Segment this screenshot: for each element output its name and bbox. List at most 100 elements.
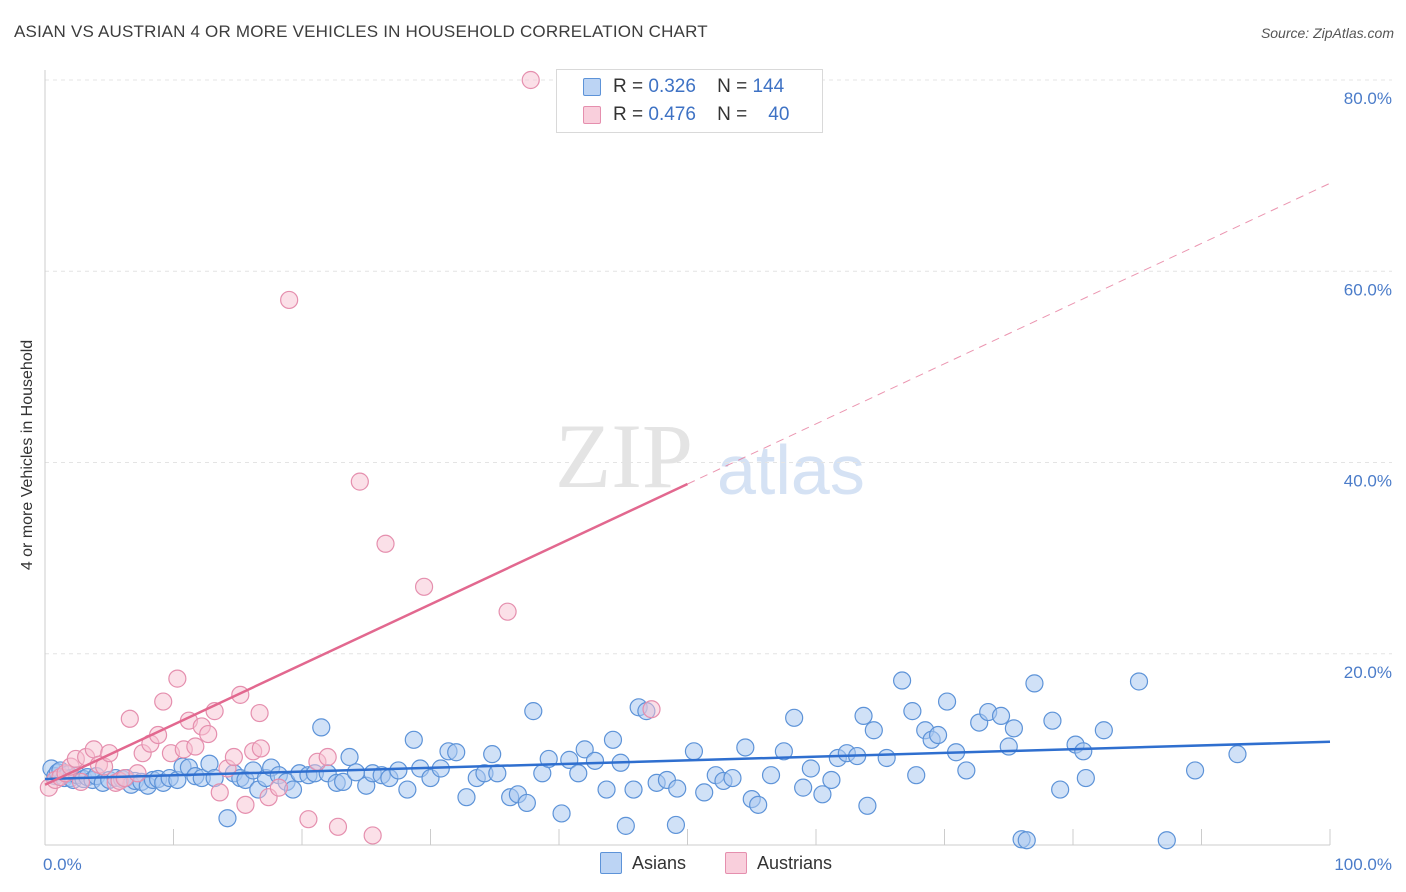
y-tick-label: 80.0% [1344, 89, 1392, 108]
asians-point [1004, 719, 1023, 738]
asians-point [991, 706, 1011, 726]
asians-point [761, 766, 781, 785]
asians-point [666, 815, 686, 835]
asians-point [524, 702, 543, 721]
asians-point [585, 751, 605, 770]
asians-point [903, 702, 922, 721]
asians-point [389, 761, 408, 780]
bottom-legend-austrians: Austrians [725, 852, 832, 874]
asians-point [624, 780, 643, 799]
austrians-point [154, 692, 173, 711]
asians-point [684, 742, 704, 761]
asians-point [1157, 831, 1176, 850]
austrians-point [376, 534, 395, 553]
austrians-n-label: N = [717, 104, 748, 125]
source-credit: Source: ZipAtlas.com [1260, 25, 1394, 41]
austrians-legend-label: Austrians [757, 852, 833, 873]
austrians-point [210, 783, 229, 802]
asians-point [854, 706, 873, 726]
austrians-point [280, 290, 299, 310]
watermark-zip: ZIP [555, 405, 693, 507]
austrians-point [128, 764, 147, 783]
watermark-atlas: atlas [717, 431, 865, 509]
asians-point [340, 747, 359, 767]
asians-n-value: 144 [752, 76, 785, 97]
asians-point [794, 778, 813, 797]
austrians-point [363, 826, 382, 845]
asians-point [736, 738, 755, 757]
asians-point [488, 764, 507, 783]
asians-point [312, 718, 331, 737]
austrians-point [642, 700, 661, 719]
x-tick-label: 0.0% [43, 855, 82, 874]
asians-point [603, 730, 623, 749]
asians-point [723, 768, 742, 788]
austrians-point [224, 747, 243, 767]
legend-row-asians: R = 0.326 N = 144 [583, 73, 784, 101]
asians-point [1076, 768, 1095, 788]
austrians-point [269, 778, 288, 797]
asians-point [892, 671, 912, 690]
y-tick-label: 40.0% [1344, 472, 1392, 491]
austrians-n-value: 40 [768, 104, 790, 125]
asians-trend-line [44, 740, 1331, 781]
asians-point [517, 793, 536, 813]
asians-point [858, 796, 877, 815]
asians-point [1129, 672, 1149, 691]
asians-legend-swatch [600, 852, 622, 874]
asians-r-label: R = [613, 76, 644, 97]
asians-point [907, 766, 926, 785]
austrians-legend-swatch [725, 852, 747, 874]
asians-point [457, 788, 476, 807]
asians-point [1074, 742, 1093, 761]
asians-point [1185, 761, 1205, 780]
austrians-point [199, 724, 218, 744]
asians-point [218, 809, 237, 828]
asians-point [877, 748, 896, 768]
austrians-point [84, 740, 103, 759]
asians-point [334, 772, 353, 791]
asians-point [1051, 780, 1070, 799]
asians-r-value: 0.326 [648, 76, 696, 97]
asians-point [569, 764, 588, 783]
asians-point [575, 740, 594, 759]
austrians-point [299, 810, 318, 829]
chart-title: ASIAN VS AUSTRIAN 4 OR MORE VEHICLES IN … [14, 22, 708, 41]
asians-point [1094, 721, 1113, 740]
asians-point [801, 759, 820, 778]
austrians-r-label: R = [613, 104, 644, 125]
bottom-legend-asians: Asians [600, 852, 686, 874]
austrians-point [414, 577, 434, 596]
asians-n-label: N = [717, 76, 748, 97]
asians-point [1043, 711, 1062, 730]
asians-point [785, 708, 804, 727]
asians-point [597, 780, 616, 799]
asians-point [822, 770, 841, 790]
austrians-swatch [583, 106, 601, 124]
asians-point [398, 780, 417, 799]
austrians-r-value: 0.476 [648, 104, 696, 125]
asians-point [695, 783, 714, 802]
asians-point [447, 743, 466, 762]
asians-point [483, 745, 502, 764]
asians-point [1025, 674, 1044, 693]
asians-point [774, 742, 793, 761]
austrians-point [186, 737, 205, 756]
austrians-point [120, 709, 139, 728]
asians-point [1017, 831, 1036, 850]
austrians-point [251, 739, 270, 758]
austrians-point [250, 703, 269, 723]
asians-point [937, 692, 957, 711]
asians-swatch [583, 78, 601, 96]
x-tick-label: 100.0% [1334, 855, 1392, 874]
asians-point [749, 795, 768, 814]
austrians-point [521, 70, 540, 90]
austrians-point [498, 602, 517, 621]
asians-point [668, 779, 687, 798]
asians-point [928, 725, 948, 745]
asians-point [404, 730, 423, 749]
austrians-point [318, 747, 337, 767]
y-tick-label: 60.0% [1344, 280, 1392, 299]
asians-point [864, 721, 883, 740]
austrians-point [328, 817, 348, 836]
